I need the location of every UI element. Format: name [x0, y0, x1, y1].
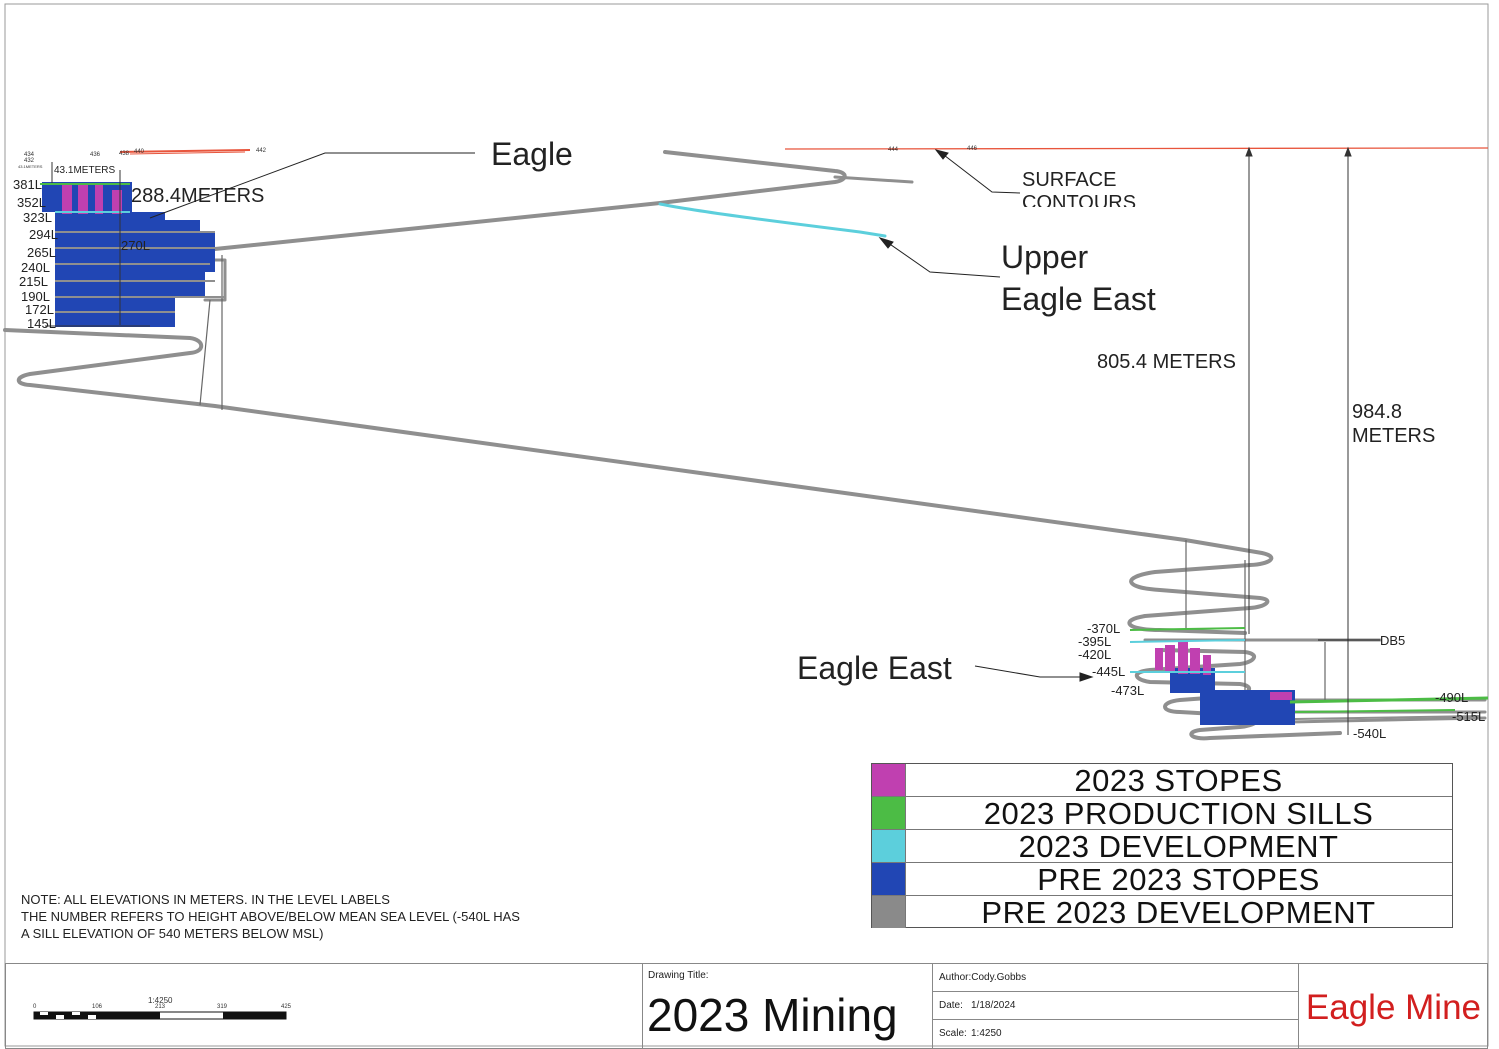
legend-swatch: [872, 764, 906, 796]
level-label: 172L: [25, 302, 54, 317]
legend-row-pre-dev: PRE 2023 DEVELOPMENT: [872, 895, 1452, 930]
meta-row-scale: Scale: 1:4250: [933, 1020, 1298, 1048]
company-name: Eagle Mine: [1305, 988, 1481, 1027]
level-label: 294L: [29, 227, 58, 242]
legend-swatch: [872, 863, 906, 895]
legend-label: PRE 2023 STOPES: [1037, 862, 1320, 897]
title-block-meta-cell: Author:Cody.Gobbs Date: 1/18/2024 Scale:…: [933, 964, 1299, 1048]
scale-label: Scale:: [939, 1028, 967, 1039]
sheet-border: [4, 3, 1489, 1047]
level-label: 190L: [21, 289, 50, 304]
note-line: A SILL ELEVATION OF 540 METERS BELOW MSL…: [21, 926, 324, 941]
level-label: 145L: [27, 316, 56, 331]
level-label: 323L: [23, 210, 52, 225]
contour-label: 434: [24, 152, 35, 158]
drawing-title-label: Drawing Title:: [648, 970, 709, 981]
legend-label: PRE 2023 DEVELOPMENT: [981, 895, 1376, 930]
level-label: 352L: [17, 195, 46, 210]
label-db5: DB5: [1380, 633, 1405, 648]
contour-label: 446: [967, 146, 978, 152]
ramp-network: [3, 150, 1487, 741]
label-dim-43-small: 43.1METERS: [18, 164, 43, 169]
title-block: Drawing Title: 2023 Mining Author:Cody.G…: [5, 963, 1488, 1049]
level-label: 381L: [13, 177, 42, 192]
scale-tick: 213: [155, 1004, 166, 1010]
raises: [199, 255, 1326, 700]
label-dim-984: 984.8: [1352, 401, 1402, 423]
east-level-labels: -370L -395L -420L -445L -473L -490L -515…: [1078, 621, 1485, 741]
scale-tick: 0: [33, 1004, 37, 1010]
meta-row-author: Author:Cody.Gobbs: [933, 964, 1298, 992]
contour-label: 442: [256, 148, 267, 154]
dimension-lines: [51, 146, 1352, 735]
leader-lines: [149, 149, 1380, 682]
level-label: -473L: [1111, 683, 1144, 698]
eagle-level-labels: 381L 352L 323L 294L 270L 265L 240L 215L …: [13, 177, 150, 331]
level-label: -370L: [1087, 621, 1120, 636]
scale-bar: 0 106 213 319 425 1:4250: [33, 996, 292, 1020]
meta-row-date: Date: 1/18/2024: [933, 992, 1298, 1020]
contour-label: 432: [24, 158, 35, 164]
legend-swatch: [872, 830, 906, 862]
legend-row-sills-2023: 2023 PRODUCTION SILLS: [872, 796, 1452, 831]
scale-tick: 106: [92, 1004, 103, 1010]
label-dim-288: 288.4METERS: [131, 185, 264, 207]
label-upper-eagle-east-2: Eagle East: [1001, 281, 1156, 317]
legend-swatch: [872, 797, 906, 829]
legend-row-stopes-2023: 2023 STOPES: [872, 763, 1452, 798]
legend-row-pre-stopes: PRE 2023 STOPES: [872, 862, 1452, 897]
label-dim-805: 805.4 METERS: [1097, 351, 1236, 373]
contour-label: 438: [119, 151, 130, 157]
scale-tick: 319: [217, 1004, 228, 1010]
scale-tick: 425: [281, 1004, 292, 1010]
level-label: 215L: [19, 274, 48, 289]
level-label: -490L: [1435, 690, 1468, 705]
date-label: Date:: [939, 1000, 963, 1011]
scale-value: 1:4250: [971, 1028, 1002, 1039]
elevation-note: NOTE: ALL ELEVATIONS IN METERS. IN THE L…: [21, 891, 621, 942]
date-value: 1/18/2024: [971, 1000, 1016, 1011]
level-label: -420L: [1078, 647, 1111, 662]
level-label: 270L: [121, 238, 150, 253]
label-eagle-east: Eagle East: [797, 650, 952, 686]
label-dim-43: 43.1METERS: [54, 165, 115, 176]
scale-ratio: 1:4250: [148, 996, 173, 1005]
label-surface: SURFACE: [1022, 169, 1116, 191]
title-block-title-cell: Drawing Title: 2023 Mining: [643, 964, 933, 1048]
legend-label: 2023 PRODUCTION SILLS: [983, 796, 1374, 831]
level-label: -445L: [1092, 664, 1125, 679]
level-label: 265L: [27, 245, 56, 260]
level-label: -395L: [1078, 634, 1111, 649]
eagle-orebody: [40, 182, 225, 327]
legend-label: 2023 STOPES: [1074, 763, 1283, 798]
author-text: Author:Cody.Gobbs: [939, 972, 1027, 983]
contour-label: 440: [134, 149, 145, 155]
title-block-scale-cell: [6, 964, 643, 1048]
contour-label: 436: [90, 152, 101, 158]
level-label: -515L: [1452, 709, 1485, 724]
legend-swatch: [872, 896, 906, 928]
eagle-east-orebody: [1129, 627, 1489, 725]
note-line: THE NUMBER REFERS TO HEIGHT ABOVE/BELOW …: [21, 909, 520, 924]
title-block-company-cell: Eagle Mine: [1299, 964, 1489, 1048]
level-label: -540L: [1353, 726, 1386, 741]
legend-label: 2023 DEVELOPMENT: [1018, 829, 1339, 864]
level-label: 240L: [21, 260, 50, 275]
legend-row-dev-2023: 2023 DEVELOPMENT: [872, 829, 1452, 864]
surface-contours: 434 432 436 438 440 442 444 446: [24, 146, 1489, 164]
legend: 2023 STOPES 2023 PRODUCTION SILLS 2023 D…: [871, 763, 1453, 930]
label-dim-984-units: METERS: [1352, 425, 1435, 447]
label-upper-eagle-east: Upper: [1001, 239, 1089, 275]
note-line: NOTE: ALL ELEVATIONS IN METERS. IN THE L…: [21, 892, 390, 907]
drawing-title: 2023 Mining: [647, 989, 898, 1041]
label-eagle: Eagle: [491, 136, 573, 172]
contour-label: 444: [888, 147, 899, 153]
